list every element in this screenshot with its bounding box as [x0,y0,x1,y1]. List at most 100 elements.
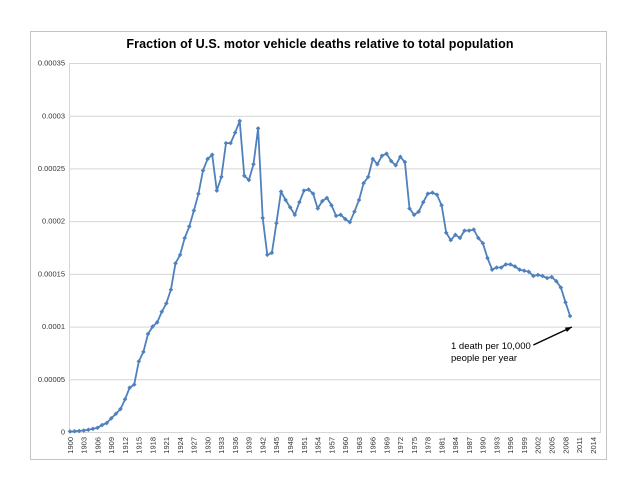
data-point-marker [356,197,362,203]
x-tick-label: 1978 [424,437,433,454]
data-point-marker [375,161,380,167]
data-point-markers [67,118,573,434]
x-tick-label: 1942 [258,437,267,454]
x-tick-label: 1900 [66,437,75,454]
x-tick-label: 1912 [121,437,130,454]
data-point-marker [544,275,550,281]
annotation-callout: 1 death per 10,000 people per year [451,341,531,364]
data-point-marker [379,153,385,159]
data-point-marker [443,230,449,236]
data-point-marker [503,262,509,267]
data-point-marker [99,422,105,428]
data-point-marker [141,349,146,355]
x-tick-label: 1951 [300,437,309,454]
data-point-marker [136,359,142,364]
data-point-marker [260,215,265,221]
data-point-marker [67,429,73,434]
data-point-marker [76,428,82,434]
annotation-arrowhead [564,326,572,332]
data-point-marker [274,220,279,226]
data-point-marker [508,262,513,267]
data-point-marker [214,188,220,193]
data-point-marker [434,192,440,198]
data-point-marker [453,232,458,238]
x-tick-label: 1936 [231,437,240,454]
data-point-marker [430,190,435,195]
data-point-marker [315,206,321,211]
data-point-marker [72,428,77,434]
annotation-line-2: people per year [451,352,518,364]
data-point-marker [342,216,348,222]
data-point-marker [462,228,467,233]
data-point-marker [81,428,87,433]
data-point-marker [480,240,486,246]
data-point-marker [531,273,536,279]
data-point-marker [191,208,197,213]
data-point-marker [388,158,394,164]
data-point-marker [232,130,238,135]
data-point-marker [402,159,408,165]
data-point-marker [489,267,495,272]
data-point-marker [393,162,399,168]
y-tick-label: 0.00035 [38,59,65,68]
data-point-marker [407,206,412,211]
chart-figure [30,31,607,460]
data-point-marker [95,425,100,431]
chart-title: Fraction of U.S. motor vehicle deaths re… [126,37,514,51]
data-point-marker [86,427,91,433]
data-point-marker [549,274,555,280]
x-tick-label: 1939 [245,437,254,454]
data-point-marker [200,168,206,173]
data-point-marker [384,151,389,156]
x-tick-label: 1957 [327,437,336,454]
annotation-arrow [533,326,573,346]
data-point-marker [347,219,353,225]
data-point-marker [255,126,261,131]
x-axis-tick-labels: 1900 1903 1906 1909 1912 1915 1918 1921 1924 1927… [66,437,598,454]
data-point-marker [150,324,155,329]
x-tick-label: 1984 [451,437,460,454]
data-point-marker [485,255,490,261]
x-tick-label: 1963 [355,437,364,454]
y-axis-tick-labels: 0 0.00005 0.0001 0.00015 0.0002 0.00025 0.0003… [38,59,65,437]
x-tick-label: 1981 [437,437,446,454]
x-tick-label: 2008 [561,437,570,454]
x-tick-label: 1993 [492,437,501,454]
data-point-marker [177,252,183,258]
x-tick-label: 1999 [520,437,529,454]
data-point-marker [420,199,426,205]
data-point-marker [567,313,573,319]
data-point-marker [361,180,366,186]
data-point-marker [292,212,298,218]
data-point-marker [283,197,288,203]
data-point-marker [237,118,243,124]
x-tick-label: 1909 [107,437,116,454]
x-tick-label: 1921 [162,437,171,454]
data-point-marker [209,152,215,158]
x-tick-label: 2005 [548,437,557,454]
data-line [69,120,571,433]
data-point-marker [553,278,559,284]
x-tick-label: 1990 [479,437,488,454]
data-point-marker [306,187,311,192]
data-point-marker [301,188,307,193]
x-tick-label: 1972 [396,437,405,454]
data-point-marker [558,285,564,290]
x-tick-label: 1966 [369,437,378,454]
x-tick-label: 1906 [93,437,102,454]
data-point-marker [526,269,532,275]
data-point-marker [352,209,357,214]
data-point-marker [333,213,339,219]
data-point-marker [517,267,522,272]
x-tick-label: 2014 [589,437,598,454]
data-point-marker [563,300,568,305]
data-point-marker [186,224,192,229]
data-point-marker [196,191,201,197]
data-point-marker [329,203,334,208]
data-point-marker [476,235,481,241]
data-point-marker [246,177,252,183]
data-point-marker [104,420,110,426]
data-point-marker [494,265,499,270]
